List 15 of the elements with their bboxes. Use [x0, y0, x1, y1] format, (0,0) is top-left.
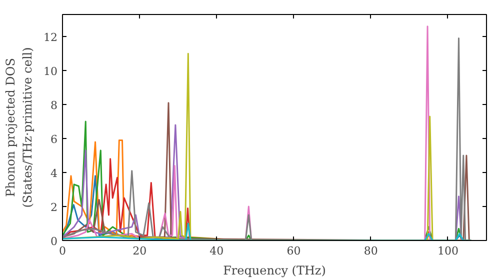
- y-tick-label: 10: [44, 65, 58, 78]
- y-tick-label: 0: [50, 235, 58, 248]
- y-tick-label: 2: [50, 201, 58, 214]
- y-tick-label: 4: [50, 167, 58, 180]
- x-tick-label: 20: [132, 244, 147, 258]
- x-tick-label: 100: [437, 244, 458, 258]
- x-axis-title: Frequency (THz): [223, 264, 326, 278]
- x-tick-label: 80: [364, 244, 378, 258]
- y-tick-label: 8: [50, 99, 58, 112]
- y-axis-title: Phonon projected DOS (States/THz·primitive cell): [4, 47, 35, 208]
- y-tick-label: 12: [44, 31, 58, 44]
- x-tick-label: 0: [59, 244, 66, 258]
- y-tick-label: 6: [50, 133, 58, 146]
- x-tick-label: 40: [210, 244, 224, 258]
- x-tick-label: 60: [286, 244, 301, 258]
